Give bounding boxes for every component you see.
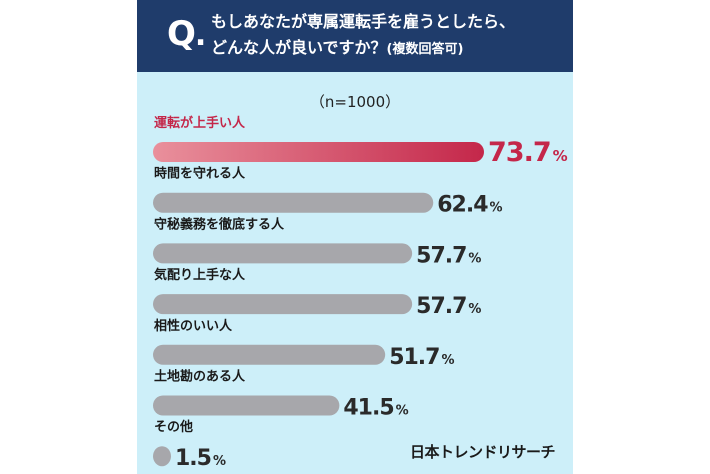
- q-dot: .: [194, 18, 206, 53]
- bar: [153, 192, 434, 213]
- bar: [153, 344, 386, 365]
- category-label: その他: [154, 419, 193, 435]
- bar: [153, 294, 413, 315]
- question-mark: Q.: [167, 14, 206, 56]
- category-label: 相性のいい人: [154, 318, 233, 334]
- value-label: 41.5%: [343, 396, 408, 421]
- value-label: 73.7%: [488, 137, 568, 168]
- category-label: 気配り上手な人: [154, 267, 246, 283]
- bar: [153, 142, 484, 162]
- source-credit: 日本トレンドリサーチ: [409, 443, 556, 461]
- category-label: 運転が上手い人: [154, 115, 246, 131]
- value-label: 57.7%: [416, 243, 481, 268]
- bar: [153, 243, 413, 264]
- bar-chart: 運転が上手い人 73.7 % 時間を守れる人 62.4 % 守秘義務を徹底する人 57.7 % 気…: [153, 115, 568, 471]
- value-label: 51.7%: [389, 345, 454, 370]
- value-label: 1.5%: [175, 446, 226, 471]
- sample-size: （n=1000）: [309, 93, 401, 111]
- question-text-line1: もしあなたが専属運転手を雇うとしたら、: [211, 12, 516, 31]
- value-label: 57.7%: [416, 294, 481, 319]
- question-text-line2: どんな人が良いですか？(複数回答可): [211, 37, 463, 61]
- chart-card: Q. もしあなたが専属運転手を雇うとしたら、 どんな人が良いですか？(複数回答可…: [137, 0, 573, 474]
- category-label: 土地勘のある人: [154, 369, 246, 385]
- question-note: (複数回答可): [386, 42, 464, 57]
- category-label: 時間を守れる人: [154, 166, 246, 182]
- category-label: 守秘義務を徹底する人: [154, 216, 285, 232]
- bar: [153, 446, 171, 467]
- question-header: Q. もしあなたが専属運転手を雇うとしたら、 どんな人が良いですか？(複数回答可…: [137, 0, 573, 72]
- question-text-main: どんな人が良いですか？: [211, 38, 387, 57]
- q-letter: Q: [167, 14, 196, 54]
- value-label: 62.4%: [437, 193, 502, 218]
- bar: [153, 395, 340, 416]
